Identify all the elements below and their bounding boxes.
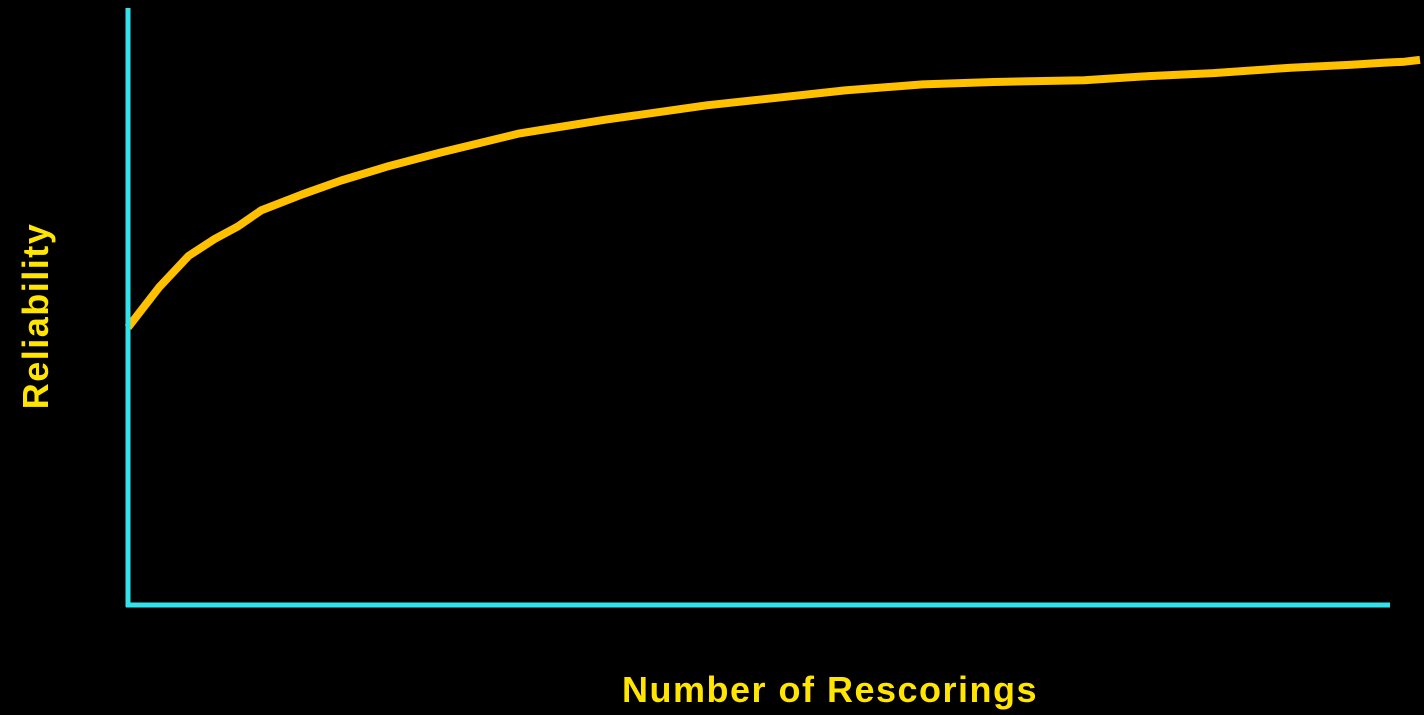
y-axis-label: Reliability (15, 223, 56, 410)
plot-area (124, 55, 1421, 330)
x-axis-label: Number of Rescorings (622, 669, 1038, 710)
series-line-0 (124, 55, 1421, 330)
